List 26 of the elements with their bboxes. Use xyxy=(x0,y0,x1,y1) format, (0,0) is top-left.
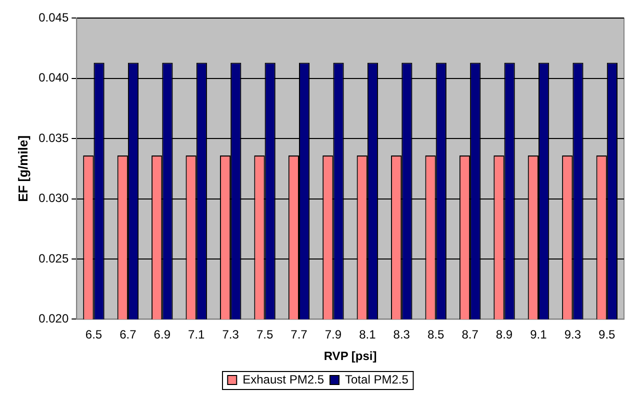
y-tick-label: 0.045 xyxy=(38,10,69,25)
x-tick-label: 8.3 xyxy=(393,328,410,342)
x-tick-label: 6.9 xyxy=(154,328,171,342)
x-tick-label: 6.5 xyxy=(85,328,102,342)
y-tick-label: 0.020 xyxy=(38,312,69,326)
x-axis-title: RVP [psi] xyxy=(324,349,377,364)
y-tick-label: 0.035 xyxy=(38,130,69,145)
x-tick-label: 6.7 xyxy=(120,328,137,342)
y-tick-label: 0.040 xyxy=(38,70,69,85)
legend-label: Exhaust PM2.5 xyxy=(242,372,324,386)
x-tick-label: 8.1 xyxy=(359,328,376,342)
x-tick-label: 7.7 xyxy=(290,328,308,342)
x-tick-label: 8.9 xyxy=(496,328,513,342)
x-tick-label: 8.7 xyxy=(462,328,479,342)
x-tick-label: 9.1 xyxy=(530,328,548,342)
x-tick-label: 8.5 xyxy=(428,328,445,342)
x-tick-label: 7.9 xyxy=(324,328,342,342)
y-tick-label: 0.030 xyxy=(38,191,69,206)
x-tick-label: 9.3 xyxy=(564,328,582,342)
legend-label: Total PM2.5 xyxy=(345,372,409,386)
x-tick-label: 7.3 xyxy=(222,328,240,342)
x-tick-label: 7.5 xyxy=(256,328,274,342)
y-axis-title: EF [g/mile] xyxy=(15,135,30,202)
x-tick-label: 7.1 xyxy=(188,328,206,342)
x-tick-label: 9.5 xyxy=(598,328,616,342)
y-tick-label: 0.025 xyxy=(38,251,69,266)
